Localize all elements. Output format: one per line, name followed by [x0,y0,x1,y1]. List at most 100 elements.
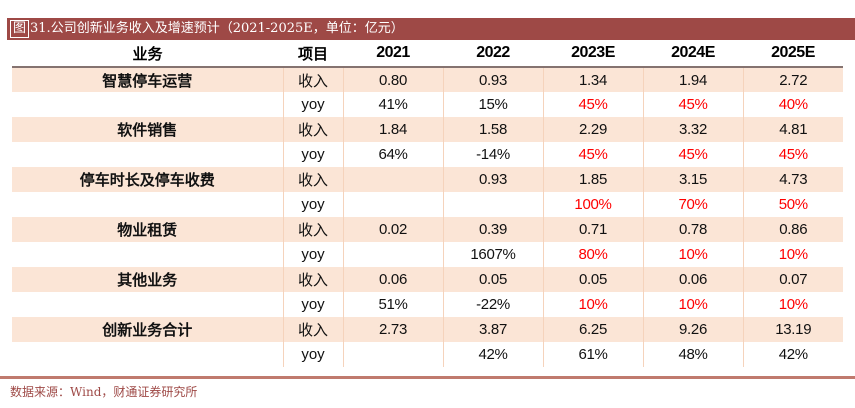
value-cell: 0.05 [442,267,543,292]
value-cell: 0.93 [442,167,543,192]
figure-title-text: 31.公司创新业务收入及增速预计（2021-2025E，单位：亿元） [30,21,404,36]
value-cell: 0.06 [642,267,743,292]
business-name-cell [12,92,283,117]
column-header-2022: 2022 [476,44,510,61]
value-cell [342,342,443,367]
value-cell: 10% [542,292,643,317]
business-name-cell [12,292,283,317]
business-name-cell [12,192,283,217]
value-cell: 50% [742,192,843,217]
metric-cell: yoy [282,142,343,167]
value-cell: 2.73 [342,317,443,342]
business-name-cell: 其他业务 [117,271,178,289]
value-cell: 0.78 [642,217,743,242]
value-cell: 1.94 [642,67,743,92]
table-row-other-business-revenue: 其他业务 收入 0.06 0.05 0.05 0.06 0.07 [12,267,843,292]
value-cell: 61% [542,342,643,367]
value-cell: 0.05 [542,267,643,292]
value-cell: 10% [742,242,843,267]
metric-cell: 收入 [282,167,343,192]
revenue-forecast-table: 业务 项目 2021 2022 2023E 2024E 2025E 智慧停车运营… [12,40,843,367]
value-cell: 13.19 [742,317,843,342]
value-cell: 0.39 [442,217,543,242]
figure-label-box: 图 [10,20,30,38]
business-name-cell: 创新业务合计 [102,321,193,339]
value-cell: 42% [742,342,843,367]
value-cell: 10% [642,242,743,267]
metric-cell: yoy [282,192,343,217]
column-header-2023e: 2023E [571,44,615,61]
value-cell [342,192,443,217]
table-row-property-leasing-yoy: yoy 1607% 80% 10% 10% [12,242,843,267]
value-cell: 42% [442,342,543,367]
value-cell: 1.34 [542,67,643,92]
metric-cell: 收入 [282,267,343,292]
value-cell: 4.73 [742,167,843,192]
business-name-cell: 软件销售 [117,121,178,139]
figure-title-bar: 图 31.公司创新业务收入及增速预计（2021-2025E，单位：亿元） [7,18,855,40]
value-cell: 70% [642,192,743,217]
value-cell: 3.15 [642,167,743,192]
value-cell: 10% [642,292,743,317]
table-row-other-business-yoy: yoy 51% -22% 10% 10% 10% [12,292,843,317]
metric-cell: 收入 [282,117,343,142]
value-cell: 3.87 [442,317,543,342]
table-row-parking-fees-revenue: 停车时长及停车收费 收入 0.93 1.85 3.15 4.73 [12,167,843,192]
value-cell: 41% [342,92,443,117]
metric-cell: yoy [282,242,343,267]
value-cell: 1607% [442,242,543,267]
value-cell: 48% [642,342,743,367]
table-row-software-sales-revenue: 软件销售 收入 1.84 1.58 2.29 3.32 4.81 [12,117,843,142]
value-cell: 3.32 [642,117,743,142]
value-cell: 0.80 [342,67,443,92]
value-cell: 0.07 [742,267,843,292]
value-cell: 80% [542,242,643,267]
metric-cell: 收入 [282,217,343,242]
value-cell: 6.25 [542,317,643,342]
value-cell: 4.81 [742,117,843,142]
table-row-software-sales-yoy: yoy 64% -14% 45% 45% 45% [12,142,843,167]
value-cell: -14% [442,142,543,167]
value-cell: 64% [342,142,443,167]
table-row-property-leasing-revenue: 物业租赁 收入 0.02 0.39 0.71 0.78 0.86 [12,217,843,242]
column-header-2025e: 2025E [771,44,815,61]
value-cell: 51% [342,292,443,317]
metric-cell: 收入 [282,67,343,92]
business-name-cell: 智慧停车运营 [102,71,193,90]
table-bottom-rule [0,376,855,379]
value-cell: 1.85 [542,167,643,192]
metric-cell: yoy [282,92,343,117]
table-row-parking-fees-yoy: yoy 100% 70% 50% [12,192,843,217]
value-cell: 0.86 [742,217,843,242]
value-cell: 45% [742,142,843,167]
value-cell: 1.84 [342,117,443,142]
metric-cell: yoy [282,292,343,317]
table-row-smart-parking-revenue: 智慧停车运营 收入 0.80 0.93 1.34 1.94 2.72 [12,67,843,92]
data-source-note: 数据来源：Wind，财通证券研究所 [10,385,198,399]
table-row-total-yoy: yoy 42% 61% 48% 42% [12,342,843,367]
value-cell: 45% [542,142,643,167]
table-row-smart-parking-yoy: yoy 41% 15% 45% 45% 40% [12,92,843,117]
value-cell: 15% [442,92,543,117]
metric-cell: 收入 [282,317,343,342]
value-cell: 0.06 [342,267,443,292]
business-name-cell [12,342,283,367]
value-cell [342,242,443,267]
value-cell: 45% [642,92,743,117]
business-name-cell: 物业租赁 [117,221,178,239]
business-name-cell [12,242,283,267]
value-cell [342,167,443,192]
business-name-cell [12,142,283,167]
column-header-2024e: 2024E [671,44,715,61]
business-name-cell: 停车时长及停车收费 [79,171,215,189]
value-cell: 2.72 [742,67,843,92]
value-cell: 1.58 [442,117,543,142]
column-header-business: 业务 [132,44,163,63]
column-header-2021: 2021 [376,44,410,61]
metric-cell: yoy [282,342,343,367]
table-row-total-revenue: 创新业务合计 收入 2.73 3.87 6.25 9.26 13.19 [12,317,843,342]
value-cell: 0.93 [442,67,543,92]
value-cell: 0.71 [542,217,643,242]
value-cell: 40% [742,92,843,117]
value-cell [442,192,543,217]
